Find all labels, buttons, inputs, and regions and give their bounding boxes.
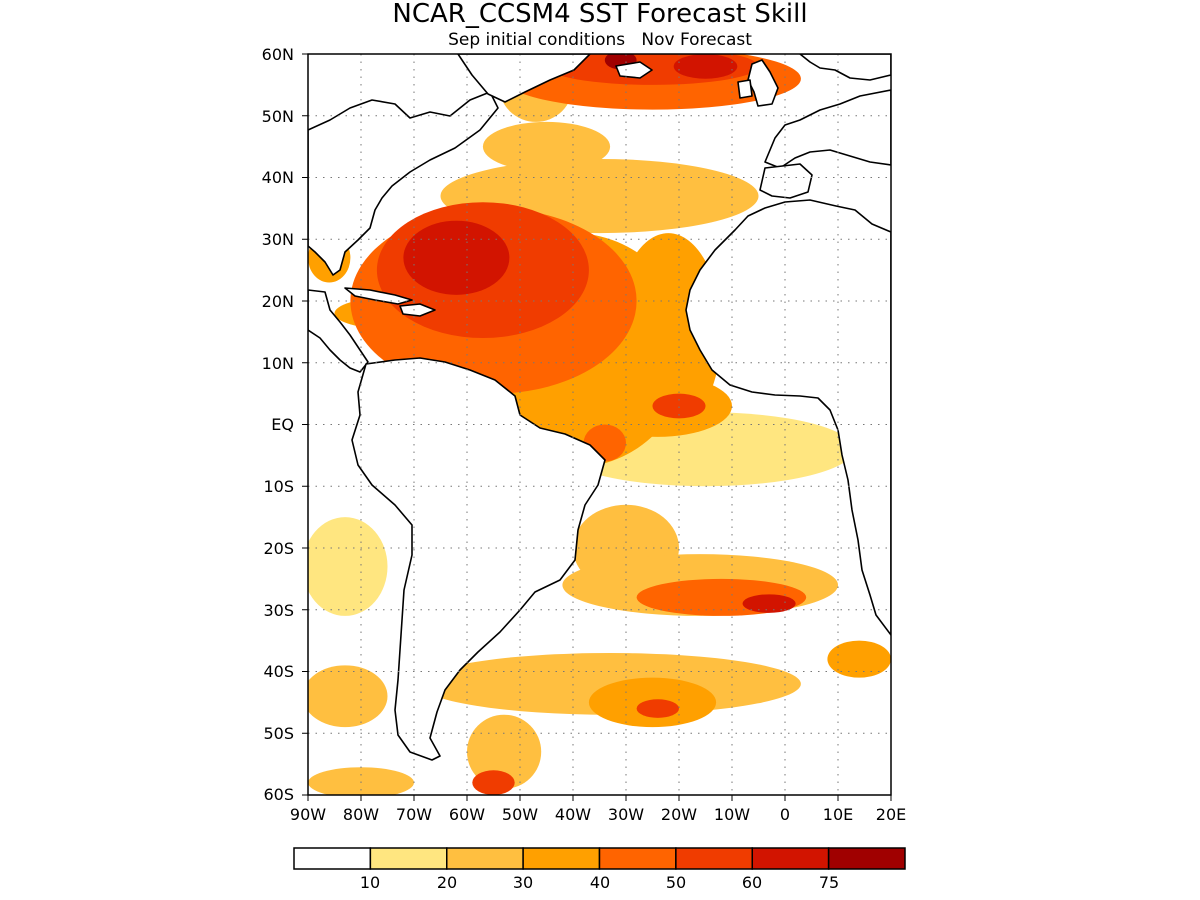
- lon-label: 40W: [555, 805, 591, 824]
- lat-label: 60N: [262, 45, 294, 64]
- scandinavia-landmass: [799, 54, 891, 81]
- lon-label: 20E: [876, 805, 906, 824]
- lon-label: 10W: [714, 805, 750, 824]
- lon-label: 20W: [661, 805, 697, 824]
- chart-title: NCAR_CCSM4 SST Forecast Skill: [392, 0, 807, 29]
- skill-contour-region: [403, 220, 510, 295]
- ireland-island: [737, 79, 753, 99]
- lat-label: EQ: [271, 415, 294, 434]
- iceland-island: [615, 61, 653, 79]
- skill-contour-region: [636, 699, 679, 718]
- skill-contour-region: [827, 640, 891, 678]
- lat-label: 60S: [263, 785, 294, 804]
- lat-label: 20N: [262, 292, 294, 311]
- colorbar-swatch: [369, 847, 448, 870]
- colorbar-swatch: [293, 847, 372, 870]
- africa-landmass: [685, 199, 891, 636]
- colorbar-swatch: [751, 847, 830, 870]
- europe-landmass: [764, 89, 891, 169]
- lon-label: 60W: [449, 805, 485, 824]
- colorbar-label: 40: [590, 873, 610, 892]
- colorbar-label: 75: [819, 873, 839, 892]
- lon-label: 50W: [502, 805, 538, 824]
- lat-label: 30N: [262, 230, 294, 249]
- colorbar-label: 20: [437, 873, 457, 892]
- skill-contour-region: [308, 665, 388, 728]
- skill-contour-region: [742, 594, 796, 613]
- colorbar-swatch: [522, 847, 601, 870]
- lat-label: 30S: [263, 601, 294, 620]
- colorbar-swatches: [293, 847, 906, 870]
- tick-marks: [302, 53, 892, 801]
- colorbar-label: 50: [666, 873, 686, 892]
- map-area: [302, 53, 892, 801]
- colorbar-label: 60: [742, 873, 762, 892]
- skill-contour-region: [472, 770, 515, 795]
- colorbar-swatch: [827, 847, 906, 870]
- colorbar-swatch: [446, 847, 524, 870]
- north-america-landmass: [308, 91, 499, 276]
- lon-label: 0: [780, 805, 790, 824]
- greenland-landmass: [457, 54, 591, 103]
- land-masks: [308, 54, 891, 761]
- lon-label: 10E: [823, 805, 853, 824]
- skill-contour-region: [308, 767, 414, 795]
- skill-contour-region: [482, 121, 611, 172]
- skill-field: [308, 54, 891, 795]
- lat-label: 50N: [262, 107, 294, 126]
- lat-label: 40S: [263, 662, 294, 681]
- colorbar-label: 30: [513, 873, 533, 892]
- cuba-island: [344, 287, 413, 305]
- lat-label: 20S: [263, 539, 294, 558]
- colorbar-swatch: [598, 847, 677, 870]
- chart-subtitle: Sep initial conditions Nov Forecast: [448, 30, 752, 50]
- hispaniola-island: [399, 303, 436, 317]
- skill-contour-region: [673, 54, 738, 79]
- skill-contour-region: [652, 393, 706, 419]
- lon-label: 30W: [608, 805, 644, 824]
- colorbar-label: 10: [360, 873, 380, 892]
- skill-contour-region: [308, 517, 388, 616]
- skill-contour-region: [467, 714, 542, 789]
- lat-label: 10N: [262, 354, 294, 373]
- colorbar: 10 20 30 40 50 60 75: [293, 847, 906, 892]
- iberian-peninsula: [759, 163, 813, 199]
- lat-label: 50S: [263, 724, 294, 743]
- lon-label: 80W: [343, 805, 379, 824]
- colorbar-swatch: [675, 847, 753, 870]
- latitude-labels: 60N 50N 40N 30N 20N 10N EQ 10S 20S 30S 4…: [262, 45, 294, 804]
- mexico-central-america-landmass: [308, 289, 369, 373]
- lon-label: 90W: [290, 805, 326, 824]
- lat-label: 40N: [262, 168, 294, 187]
- longitude-labels: 90W 80W 70W 60W 50W 40W 30W 20W 10W 0 10…: [290, 805, 906, 824]
- lon-label: 70W: [396, 805, 432, 824]
- lat-label: 10S: [263, 477, 294, 496]
